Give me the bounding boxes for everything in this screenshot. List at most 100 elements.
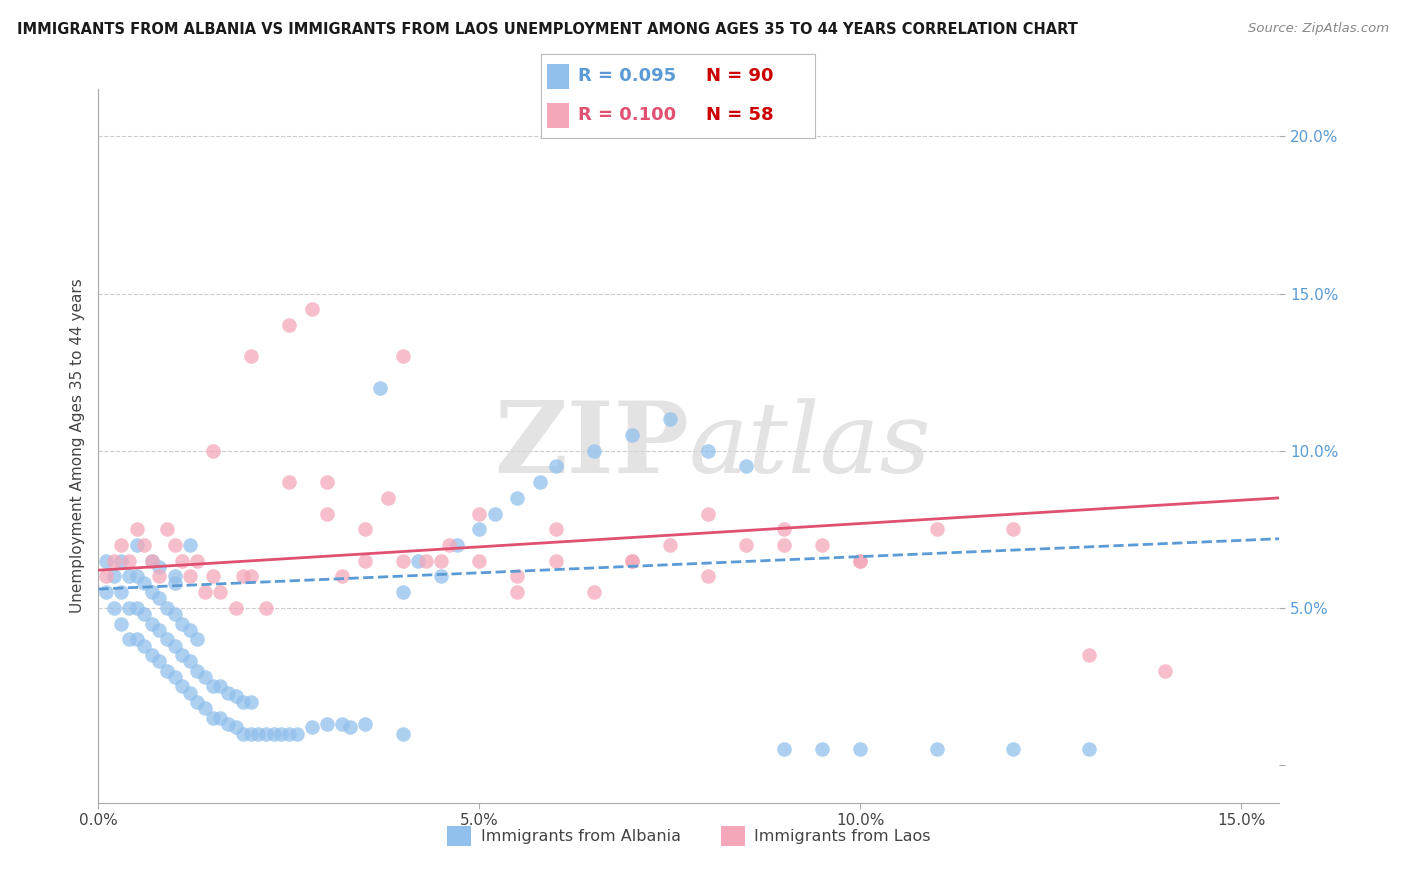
Text: N = 58: N = 58 [706, 105, 773, 123]
Point [163, 607, 186, 622]
Point [468, 522, 491, 536]
Point [94, 569, 117, 583]
Point [506, 569, 529, 583]
Point [179, 569, 201, 583]
Point [468, 507, 491, 521]
Point [468, 554, 491, 568]
Point [232, 569, 254, 583]
Point [179, 538, 201, 552]
Point [194, 701, 217, 715]
Point [370, 381, 392, 395]
Point [125, 600, 148, 615]
Point [94, 554, 117, 568]
Point [735, 538, 758, 552]
Point [156, 664, 179, 678]
Point [232, 695, 254, 709]
Point [239, 726, 262, 740]
Bar [547, 63, 568, 89]
Point [811, 538, 834, 552]
Point [141, 648, 163, 662]
Point [163, 670, 186, 684]
Point [1001, 742, 1024, 756]
Point [163, 569, 186, 583]
Point [437, 538, 460, 552]
Point [1078, 648, 1101, 662]
Point [697, 443, 720, 458]
Point [103, 554, 125, 568]
Point [118, 632, 141, 647]
Point [163, 538, 186, 552]
Point [484, 507, 506, 521]
Point [217, 717, 239, 731]
Point [225, 689, 247, 703]
Point [697, 507, 720, 521]
Legend: Immigrants from Albania, Immigrants from Laos: Immigrants from Albania, Immigrants from… [441, 820, 936, 852]
Point [620, 554, 643, 568]
Point [582, 585, 605, 599]
Point [201, 569, 224, 583]
Point [103, 569, 125, 583]
Point [232, 726, 254, 740]
Point [620, 554, 643, 568]
Point [544, 554, 567, 568]
Point [194, 670, 217, 684]
Point [330, 569, 353, 583]
Point [156, 600, 179, 615]
Text: R = 0.100: R = 0.100 [578, 105, 676, 123]
Point [658, 412, 681, 426]
Point [392, 554, 415, 568]
Point [201, 680, 224, 694]
Point [316, 475, 339, 490]
Point [201, 443, 224, 458]
Point [156, 632, 179, 647]
Y-axis label: Unemployment Among Ages 35 to 44 years: Unemployment Among Ages 35 to 44 years [69, 278, 84, 614]
Point [277, 475, 299, 490]
Point [506, 585, 529, 599]
Point [377, 491, 399, 505]
Point [110, 616, 132, 631]
Text: Source: ZipAtlas.com: Source: ZipAtlas.com [1249, 22, 1389, 36]
Point [254, 600, 277, 615]
Point [849, 554, 872, 568]
Point [285, 726, 308, 740]
Point [110, 585, 132, 599]
Point [849, 742, 872, 756]
Point [134, 607, 156, 622]
Point [148, 569, 170, 583]
Text: R = 0.095: R = 0.095 [578, 67, 676, 85]
Point [773, 538, 796, 552]
Point [582, 443, 605, 458]
Point [620, 428, 643, 442]
Point [156, 522, 179, 536]
Point [773, 742, 796, 756]
Point [194, 585, 217, 599]
Point [354, 522, 377, 536]
Point [392, 585, 415, 599]
Point [172, 616, 194, 631]
Text: N = 90: N = 90 [706, 67, 773, 85]
Point [217, 686, 239, 700]
Point [239, 569, 262, 583]
Point [1154, 664, 1177, 678]
Point [186, 554, 208, 568]
Point [209, 585, 232, 599]
Point [141, 554, 163, 568]
Point [148, 654, 170, 668]
Point [316, 507, 339, 521]
Point [125, 538, 148, 552]
Point [125, 569, 148, 583]
Point [179, 654, 201, 668]
Point [316, 717, 339, 731]
Point [544, 522, 567, 536]
Point [172, 680, 194, 694]
Point [301, 720, 323, 734]
Point [408, 554, 430, 568]
Point [254, 726, 277, 740]
Bar [547, 103, 568, 128]
Point [163, 639, 186, 653]
Point [263, 726, 285, 740]
Point [849, 554, 872, 568]
Point [430, 554, 453, 568]
Point [103, 600, 125, 615]
Point [141, 585, 163, 599]
